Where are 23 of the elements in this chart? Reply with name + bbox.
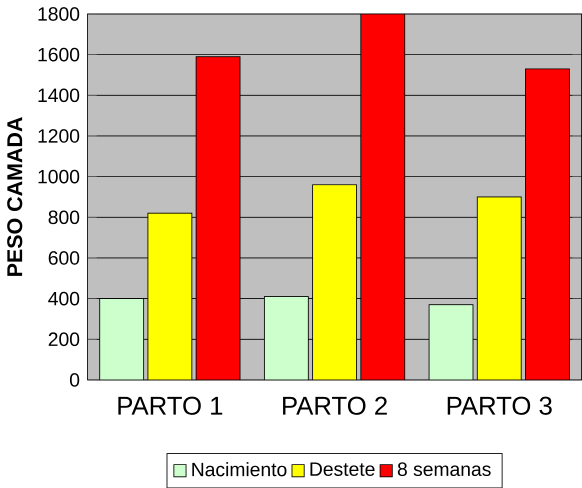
bar xyxy=(360,14,406,380)
legend-label: Nacimiento xyxy=(192,462,286,476)
y-tick-label: 1000 xyxy=(38,170,80,184)
legend-label: Destete xyxy=(310,462,375,476)
bar xyxy=(428,304,474,380)
y-tick-label: 1800 xyxy=(38,6,80,21)
y-tick-label: 600 xyxy=(48,250,80,265)
y-tick-label: 0 xyxy=(70,372,80,387)
y-axis-title: PESO CAMADA xyxy=(7,116,22,276)
y-tick-label: 1200 xyxy=(38,128,80,143)
legend-label: 8 semanas xyxy=(398,462,491,476)
y-tick-label: 1400 xyxy=(38,88,80,102)
bar xyxy=(264,296,309,380)
y-tick-label: 1600 xyxy=(38,48,80,62)
bar xyxy=(525,68,570,380)
x-tick-label: PARTO 3 xyxy=(448,396,552,415)
y-tick-label: 200 xyxy=(48,332,80,346)
y-tick-label: 800 xyxy=(48,210,80,224)
y-tick-label: 400 xyxy=(48,292,80,306)
bar xyxy=(196,56,240,380)
x-tick-label: PARTO 2 xyxy=(283,396,387,415)
x-tick-label: PARTO 1 xyxy=(118,396,222,415)
bar xyxy=(99,298,144,380)
